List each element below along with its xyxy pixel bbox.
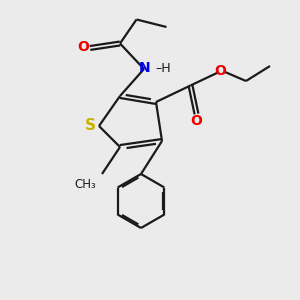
Text: S: S [85, 118, 96, 134]
Text: N: N [139, 61, 151, 75]
Text: –H: –H [155, 62, 171, 75]
Text: O: O [214, 64, 226, 78]
Text: CH₃: CH₃ [75, 178, 97, 190]
Text: O: O [77, 40, 89, 54]
Text: O: O [190, 114, 202, 128]
